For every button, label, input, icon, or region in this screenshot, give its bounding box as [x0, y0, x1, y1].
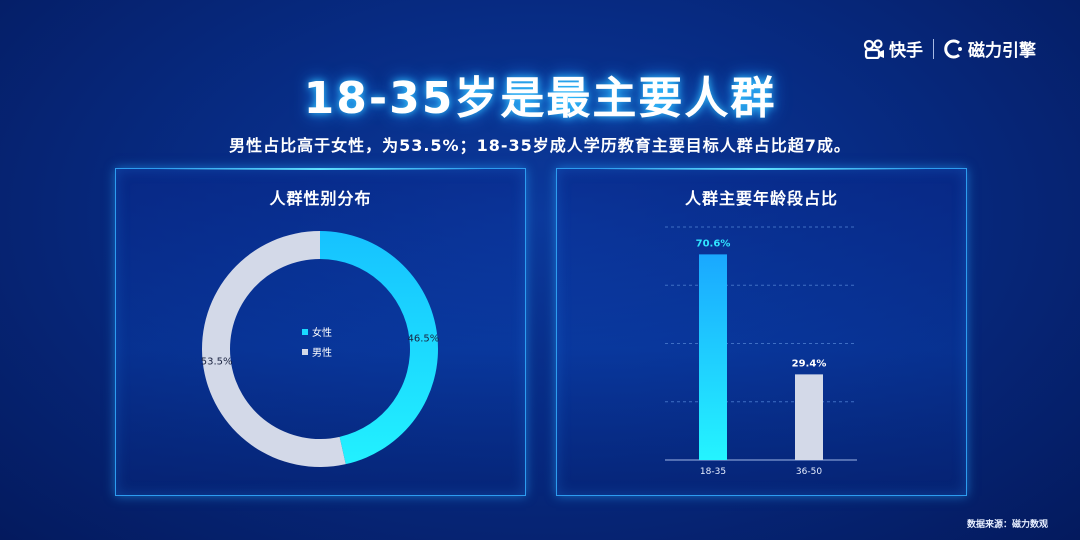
bar-18-35	[699, 254, 727, 460]
legend-label: 男性	[312, 346, 332, 359]
donut-slice-label: 53.5%	[201, 356, 233, 367]
legend-label: 女性	[312, 326, 332, 339]
kuaishou-logo: 快手	[863, 36, 923, 61]
legend-swatch	[302, 329, 308, 335]
bar-value-label: 29.4%	[792, 358, 827, 369]
cili-name: 磁力引擎	[968, 41, 1036, 61]
gender-panel: 人群性别分布 46.5% 53.5% 女性男性	[115, 168, 526, 496]
x-tick-label: 36-50	[796, 467, 822, 477]
age-panel: 人群主要年龄段占比 70.6% 18-35 29.4% 36-50	[556, 168, 967, 496]
page-subtitle: 男性占比高于女性，为53.5%；18-35岁成人学历教育主要目标人群占比超7成。	[229, 136, 851, 155]
bar-value-label: 70.6%	[696, 238, 731, 249]
kuaishou-icon	[863, 38, 884, 59]
brand-logos: 快手 磁力引擎	[863, 36, 1036, 61]
data-source: 数据来源：磁力数观	[966, 520, 1048, 530]
age-bar-chart: 70.6% 18-35 29.4% 36-50	[665, 226, 857, 477]
cili-logo: 磁力引擎	[944, 36, 1036, 61]
gender-chart-title: 人群性别分布	[269, 189, 372, 208]
x-tick-label: 18-35	[700, 467, 726, 477]
brand-divider	[933, 38, 934, 59]
age-chart-title: 人群主要年龄段占比	[684, 189, 838, 208]
kuaishou-name: 快手	[889, 41, 923, 61]
donut-slice-female	[320, 231, 438, 465]
cili-engine-icon	[944, 39, 962, 58]
donut-slice-label: 46.5%	[407, 334, 439, 345]
bar-36-50	[795, 374, 823, 460]
donut-slice-male	[201, 231, 346, 468]
legend-swatch	[302, 349, 308, 355]
page-title: 18-35岁是最主要人群	[303, 73, 777, 124]
